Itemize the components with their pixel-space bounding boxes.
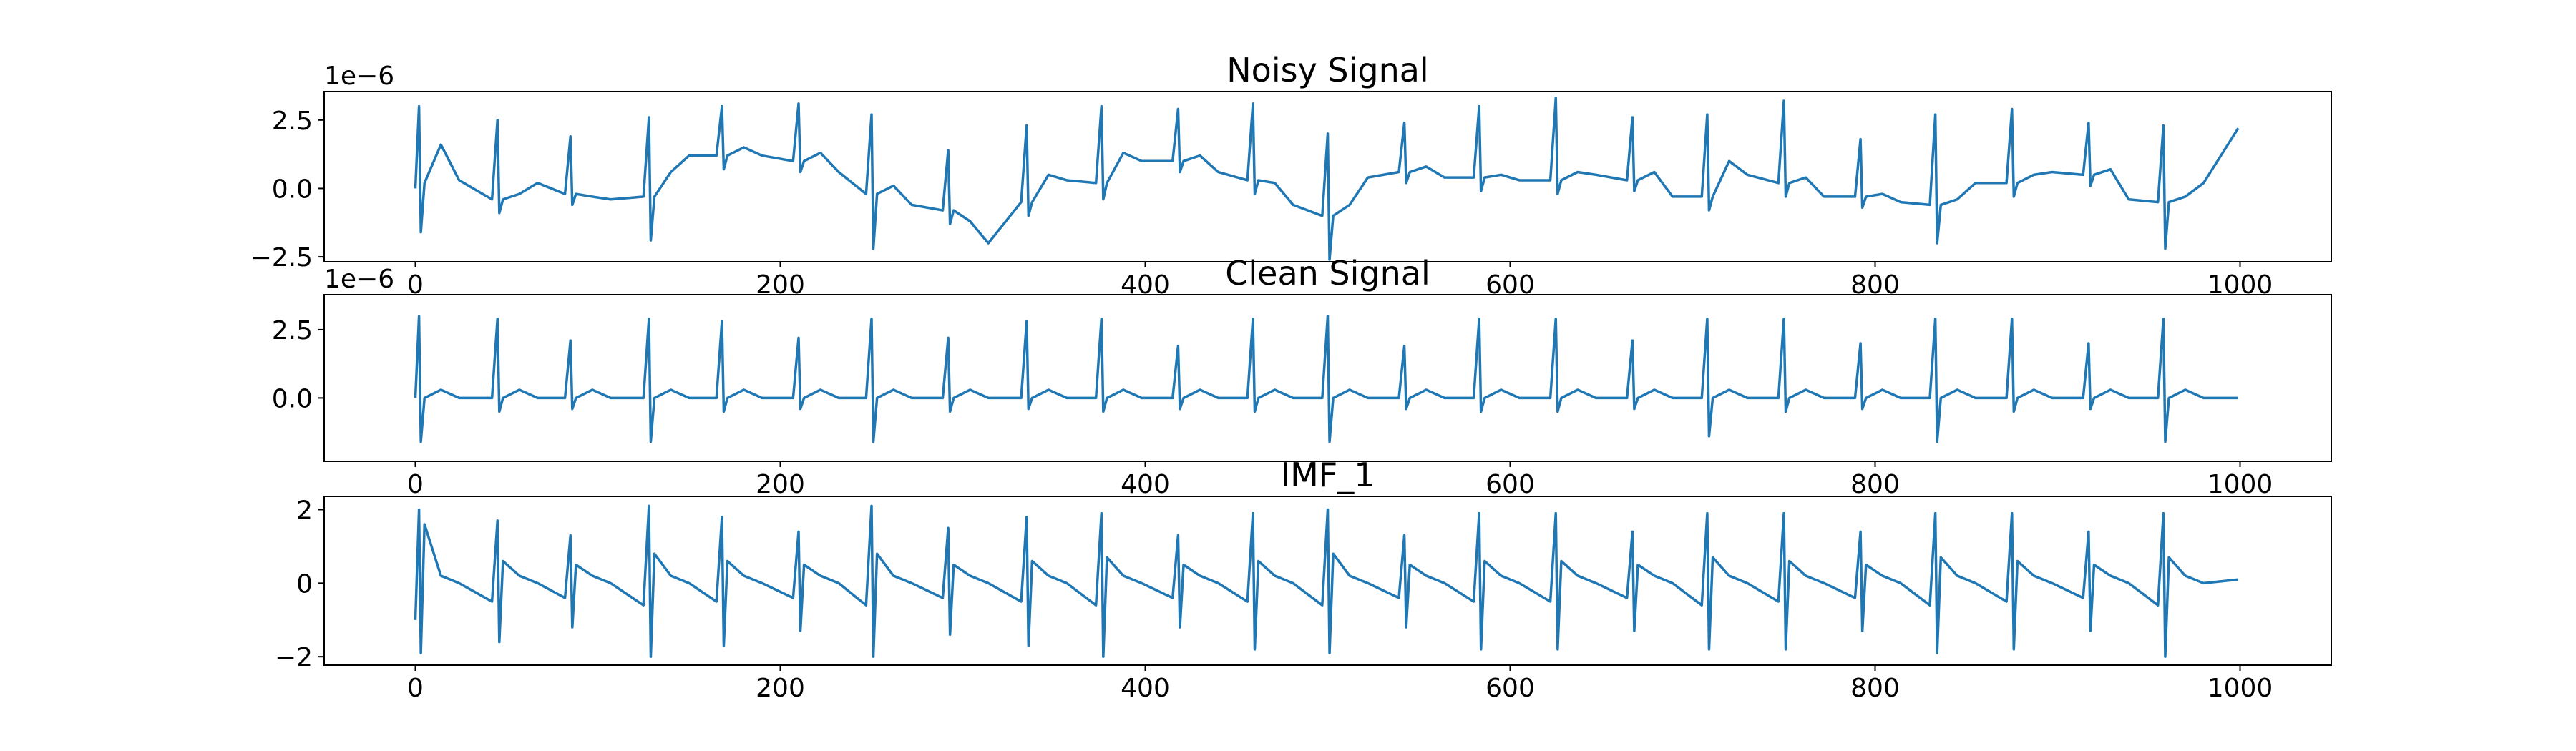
signal-line (414, 504, 2239, 658)
signal-line (414, 97, 2240, 261)
y-tick-label: 0 (296, 569, 313, 599)
axes-frame (323, 294, 2332, 462)
chart-title: Noisy Signal (1226, 51, 1428, 89)
x-tick-label: 0 (407, 470, 424, 499)
x-tick-label: 0 (407, 270, 424, 300)
chart-title: IMF_1 (1281, 456, 1375, 494)
axes-frame (323, 496, 2332, 666)
chart-title: Clean Signal (1225, 254, 1430, 293)
x-tick-label: 400 (1121, 674, 1170, 703)
offset-label: 1e−6 (324, 265, 394, 294)
x-tick-label: 600 (1485, 470, 1535, 499)
x-tick-label: 600 (1485, 674, 1535, 703)
signal-line (414, 315, 2238, 443)
y-tick-label: 2 (296, 496, 313, 526)
offset-label: 1e−6 (324, 62, 394, 91)
y-tick-label: 0.0 (272, 384, 313, 413)
x-tick-label: 1000 (2207, 674, 2273, 703)
axes-frame (323, 91, 2332, 262)
x-tick-label: 400 (1121, 470, 1170, 499)
y-tick-label: 2.5 (272, 107, 313, 136)
x-tick-label: 200 (756, 674, 805, 703)
x-tick-label: 800 (1850, 470, 1900, 499)
y-tick-label: 2.5 (272, 316, 313, 345)
x-tick-label: 0 (407, 674, 424, 703)
y-tick-label: −2 (275, 643, 313, 672)
y-tick-label: −2.5 (250, 243, 313, 273)
x-tick-label: 800 (1850, 674, 1900, 703)
y-tick-label: 0.0 (272, 175, 313, 204)
x-tick-label: 200 (756, 470, 805, 499)
x-tick-label: 1000 (2207, 470, 2273, 499)
